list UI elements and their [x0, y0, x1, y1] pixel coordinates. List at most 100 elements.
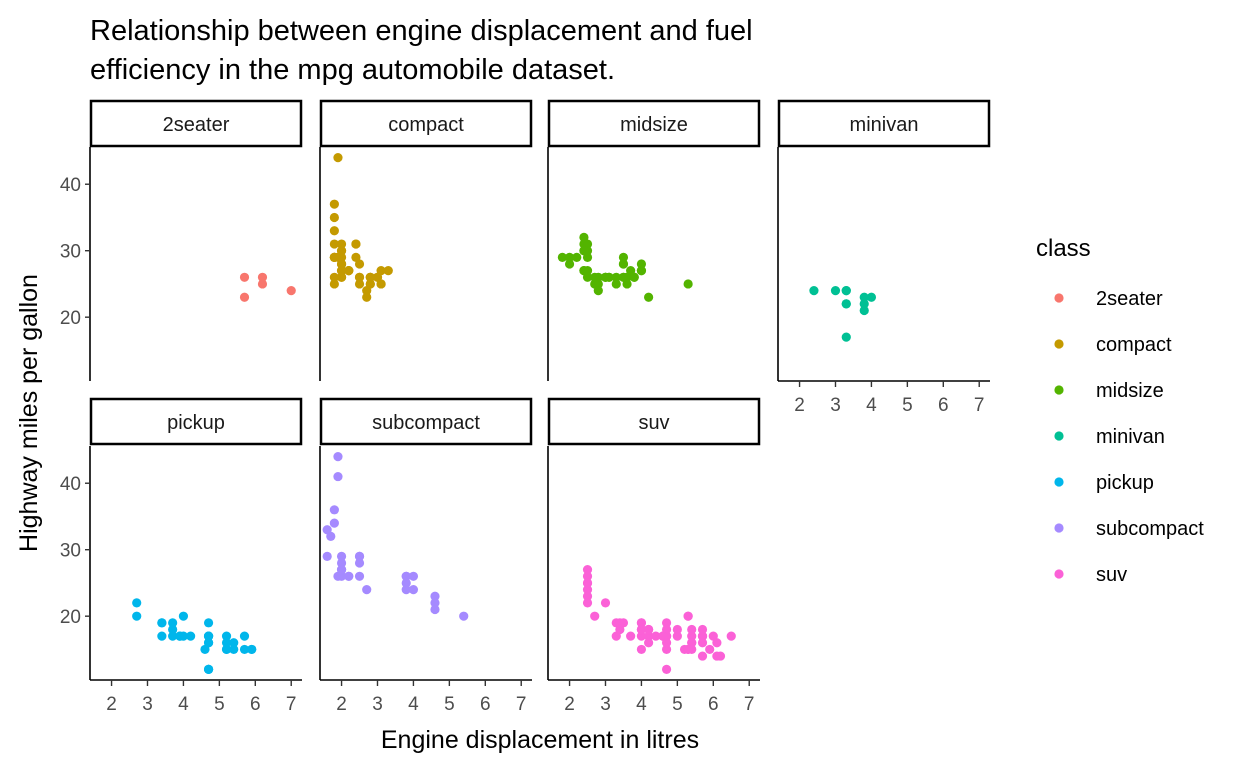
data-point	[344, 571, 354, 581]
data-point	[257, 279, 268, 289]
data-point	[257, 272, 268, 282]
data-point	[582, 591, 593, 601]
legend-title: class	[1036, 235, 1091, 262]
data-point	[830, 285, 841, 296]
facet-panel-compact: compact	[319, 99, 533, 381]
data-point	[611, 279, 621, 289]
data-point	[644, 631, 654, 641]
data-point	[859, 292, 869, 302]
data-point	[697, 638, 708, 648]
data-point	[564, 252, 575, 262]
chart-title-line-2: efficiency in the mpg automobile dataset…	[90, 54, 615, 86]
data-point	[336, 239, 347, 249]
x-tick-label: 2	[336, 694, 347, 715]
data-point	[866, 292, 877, 302]
data-point	[383, 266, 393, 276]
data-point	[582, 571, 593, 581]
data-point	[408, 584, 419, 595]
legend-label-2seater: 2seater	[1096, 288, 1163, 310]
data-point	[572, 252, 582, 262]
data-point	[322, 551, 332, 561]
legend-key-subcompact	[1054, 523, 1064, 533]
x-tick-label: 5	[672, 694, 683, 715]
data-point	[687, 631, 697, 641]
data-point	[344, 266, 354, 276]
chart-title-line-1: Relationship between engine displacement…	[90, 15, 753, 47]
x-tick-label: 3	[600, 694, 611, 715]
data-point	[372, 272, 383, 282]
legend-label-suv: suv	[1096, 564, 1127, 586]
legend-key-suv	[1054, 569, 1064, 579]
data-point	[841, 332, 851, 342]
legend-key-compact	[1054, 339, 1064, 349]
data-point	[672, 631, 682, 641]
data-point	[336, 272, 347, 282]
data-point	[157, 618, 167, 628]
data-point	[430, 591, 440, 601]
facet-strip-label: midsize	[620, 114, 688, 136]
data-point	[430, 604, 440, 615]
data-point	[564, 259, 575, 269]
data-point	[615, 624, 625, 635]
facet-panel-minivan: minivan 2 3 4 5 6 7	[777, 99, 991, 416]
legend-label-minivan: minivan	[1096, 426, 1165, 448]
data-point	[200, 644, 210, 655]
x-tick-label: 6	[480, 694, 491, 715]
data-point	[157, 631, 167, 641]
data-point	[239, 292, 250, 302]
data-point	[351, 252, 361, 262]
data-point	[203, 631, 214, 641]
y-tick-label: 40	[60, 474, 81, 495]
data-point	[329, 212, 339, 223]
x-tick-label: 3	[372, 694, 383, 715]
legend-label-subcompact: subcompact	[1096, 518, 1204, 540]
legend-key-2seater	[1054, 293, 1064, 303]
data-point	[661, 664, 672, 674]
data-point	[221, 644, 232, 655]
facet-strip-minivan	[777, 99, 991, 148]
data-point	[651, 631, 661, 641]
data-point	[336, 558, 347, 568]
x-tick-label: 4	[408, 694, 419, 715]
data-point	[459, 611, 469, 621]
legend-label-midsize: midsize	[1096, 380, 1164, 402]
facet-strip-label: compact	[388, 114, 464, 136]
data-point	[351, 239, 361, 249]
x-tick-label: 4	[636, 694, 647, 715]
data-point	[178, 611, 189, 621]
data-point	[859, 305, 869, 316]
data-point	[239, 644, 250, 655]
x-tick-label: 6	[938, 395, 949, 416]
data-point	[697, 631, 708, 641]
data-point	[329, 505, 339, 515]
data-point	[661, 638, 672, 648]
data-point	[661, 618, 672, 628]
data-point	[683, 279, 693, 289]
facet-strip-label: subcompact	[372, 412, 480, 434]
data-point	[841, 285, 851, 296]
data-point	[726, 631, 736, 641]
facet-strip-label: minivan	[850, 114, 919, 136]
data-point	[333, 471, 343, 482]
facet-panel-2seater: 2seater 20 30 40	[60, 99, 303, 381]
data-point	[401, 571, 411, 581]
data-point	[401, 578, 411, 588]
x-tick-label: 5	[444, 694, 455, 715]
data-point	[239, 272, 250, 282]
data-point	[644, 638, 654, 648]
data-point	[841, 299, 851, 309]
data-point	[600, 598, 611, 608]
data-point	[286, 285, 296, 296]
data-point	[168, 631, 178, 641]
data-point	[221, 638, 232, 648]
x-tick-label: 5	[902, 395, 913, 416]
facet-strip-label: 2seater	[163, 114, 230, 136]
facet-strip-suv	[547, 397, 761, 446]
data-point	[615, 618, 625, 628]
x-tick-label: 4	[178, 694, 189, 715]
data-point	[333, 153, 343, 163]
data-point	[636, 644, 647, 655]
data-point	[336, 551, 347, 561]
facet-strip-midsize	[547, 99, 761, 148]
data-point	[683, 611, 693, 621]
